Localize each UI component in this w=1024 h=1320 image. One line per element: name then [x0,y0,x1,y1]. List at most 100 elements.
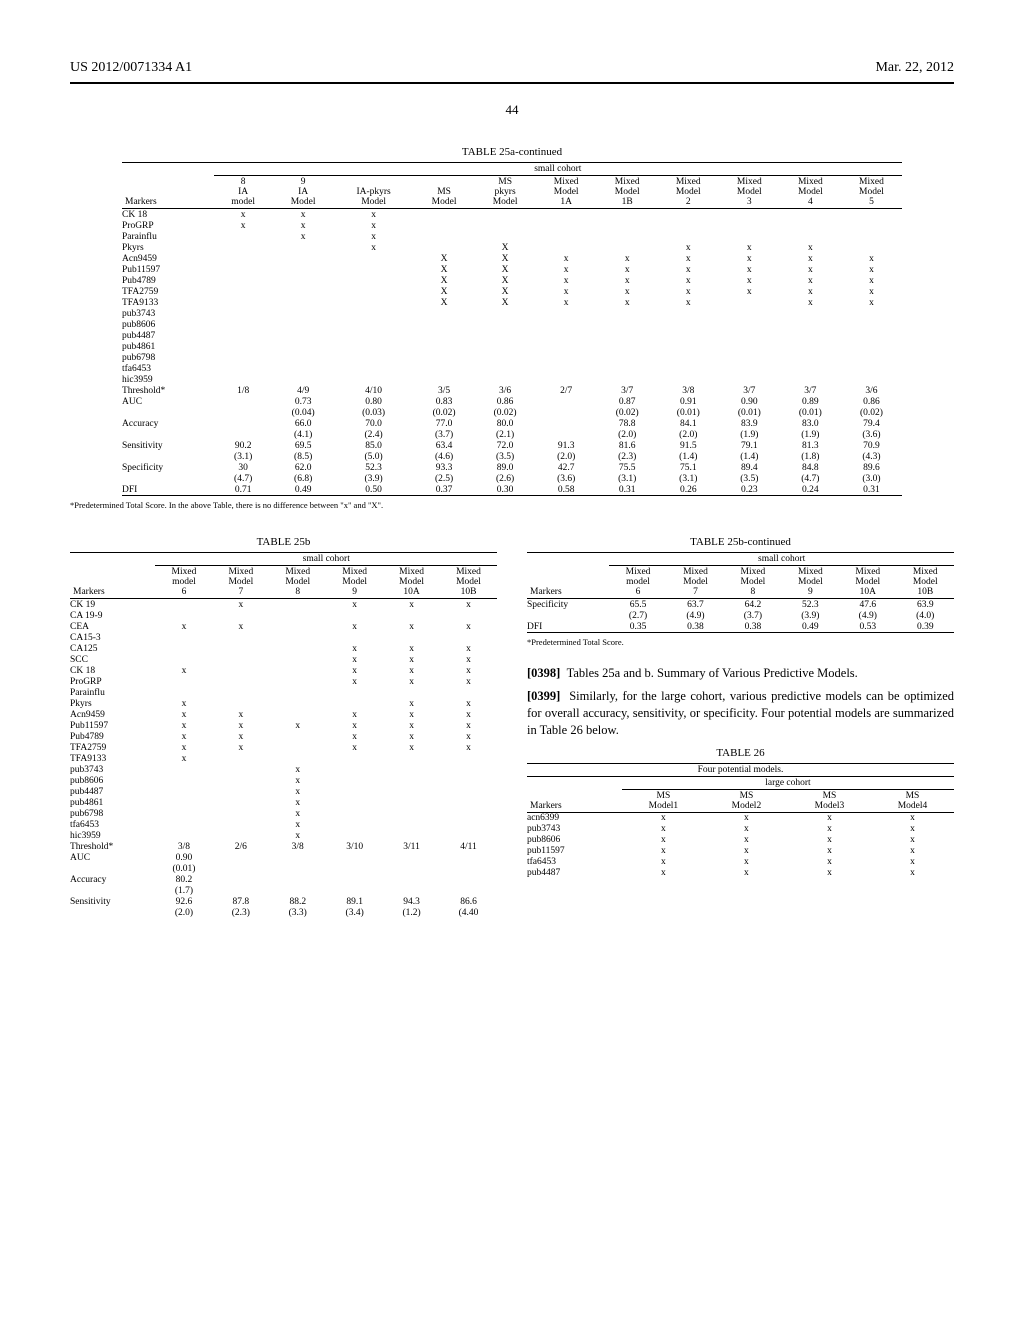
cell: x [214,209,273,221]
cell: x [383,654,440,665]
cell: x [383,676,440,687]
cell: 75.1 [658,462,719,473]
cell: x [212,742,269,753]
cell [780,374,841,385]
cell [212,863,269,874]
cell [719,319,780,330]
cell [155,808,212,819]
cell [440,687,497,698]
cell [212,698,269,709]
cell: x [705,868,788,879]
column-header: MSpkyrsModel [475,176,536,209]
cell: x [788,857,871,868]
cell: 80.0 [475,418,536,429]
cell [536,209,597,221]
cell: 0.90 [155,852,212,863]
cell [440,863,497,874]
cell: 62.0 [273,462,334,473]
cell: 91.3 [536,440,597,451]
cell [273,363,334,374]
column-header: Mixedmodel6 [155,566,212,599]
cell: x [622,812,705,824]
cell [383,852,440,863]
cell: x [440,720,497,731]
cell [269,632,326,643]
row-label: Pub4789 [122,275,214,286]
cell: 0.71 [214,484,273,496]
row-label: pub4861 [122,341,214,352]
cell: 63.7 [667,599,724,611]
row-label: AUC [122,396,214,407]
column-header: MixedModel1A [536,176,597,209]
cell: 3/10 [326,841,383,852]
cell [719,330,780,341]
cell [214,308,273,319]
para-num-0399: [0399] [527,689,560,703]
cell [383,819,440,830]
row-label: tfa6453 [122,363,214,374]
cell [536,308,597,319]
cell: 3/8 [269,841,326,852]
table-26-group: large cohort [622,776,954,789]
row-label: CA125 [70,643,155,654]
cell: x [780,275,841,286]
cell: 3/6 [841,385,902,396]
cell [212,808,269,819]
cell: 0.90 [719,396,780,407]
cell [658,209,719,221]
cell: (3.7) [414,429,475,440]
cell: (4.1) [273,429,334,440]
cell: x [719,253,780,264]
cell: x [871,868,954,879]
cell [214,330,273,341]
row-label: pub3743 [122,308,214,319]
page-number: 44 [70,102,954,118]
cell: (4.6) [414,451,475,462]
cell: x [383,731,440,742]
cell: X [475,253,536,264]
cell: x [155,709,212,720]
cell: x [841,253,902,264]
cell: (0.01) [155,863,212,874]
cell: x [871,812,954,824]
cell: x [597,264,658,275]
cell [383,797,440,808]
cell: 81.6 [597,440,658,451]
cell [273,308,334,319]
row-label [122,473,214,484]
column-header: MSModel2 [705,789,788,812]
cell: x [440,665,497,676]
cell [719,308,780,319]
row-label: Pub11597 [70,720,155,731]
cell [780,308,841,319]
cell [780,319,841,330]
row-label: TFA2759 [70,742,155,753]
cell [334,297,414,308]
cell [334,308,414,319]
cell [383,885,440,896]
cell [414,231,475,242]
cell: x [273,231,334,242]
cell: 0.38 [724,621,781,633]
cell: x [440,698,497,709]
cell: 0.83 [414,396,475,407]
cell: X [475,264,536,275]
cell [269,742,326,753]
cell: x [212,599,269,611]
cell [214,297,273,308]
row-label: ProGRP [122,220,214,231]
cell: (4.0) [897,610,955,621]
column-header: MSModel3 [788,789,871,812]
cell [273,319,334,330]
row-label: hic3959 [70,830,155,841]
cell [597,209,658,221]
cell: 3/5 [414,385,475,396]
row-label: CA15-3 [70,632,155,643]
cell [536,330,597,341]
cell: (0.02) [475,407,536,418]
cell: 0.24 [780,484,841,496]
row-label: acn6399 [527,812,622,824]
cell [273,341,334,352]
cell: 0.49 [273,484,334,496]
row-label: Acn9459 [122,253,214,264]
